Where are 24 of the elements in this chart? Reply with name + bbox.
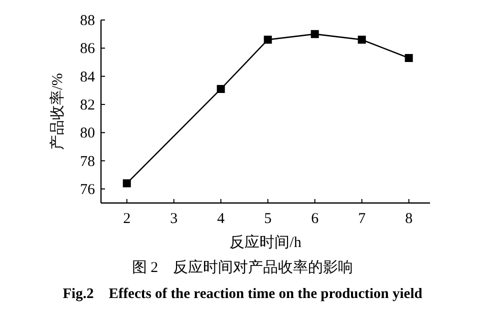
- x-axis-title: 反应时间/h: [230, 234, 302, 251]
- y-tick-label: 86: [80, 41, 96, 58]
- point: [216, 84, 225, 93]
- y-axis-title: 产品收率/%: [49, 73, 66, 150]
- x-tick-label: 2: [123, 211, 131, 227]
- y-tick-label: 88: [80, 13, 95, 29]
- point: [310, 30, 319, 38]
- x-tick-label: 5: [264, 211, 272, 227]
- y-tick-label: 80: [80, 126, 95, 142]
- x-tick-label: 4: [217, 211, 226, 227]
- y-tick-label: 84: [80, 69, 96, 86]
- point: [358, 36, 366, 44]
- point: [264, 36, 272, 44]
- point: [122, 179, 131, 188]
- point: [404, 54, 413, 62]
- y-tick-label: 82: [80, 97, 95, 114]
- x-tick-label: 8: [405, 211, 413, 227]
- caption: 图 2 反应时间对产品收率的影响: [132, 259, 354, 276]
- y-tick-label: 78: [80, 154, 95, 170]
- caption: Fig.2 Effects of the reaction time on the production yield: [62, 286, 422, 302]
- y-tick-label: 76: [80, 182, 96, 198]
- x-tick-label: 3: [170, 211, 178, 227]
- x-tick-label: 7: [358, 211, 366, 227]
- x-tick-label: 6: [311, 211, 320, 227]
